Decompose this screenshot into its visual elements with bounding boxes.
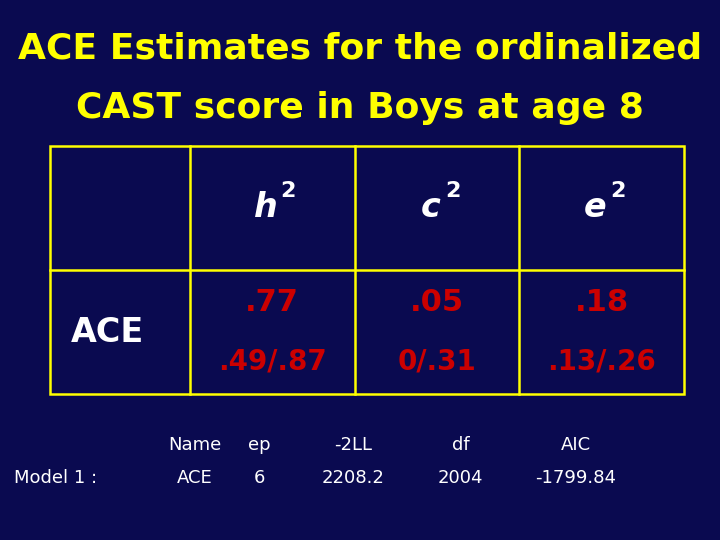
Text: df: df [452, 436, 469, 455]
Text: 0/.31: 0/.31 [397, 348, 476, 376]
Text: c: c [420, 191, 441, 225]
Text: ACE: ACE [176, 469, 212, 487]
Text: CAST score in Boys at age 8: CAST score in Boys at age 8 [76, 91, 644, 125]
Text: 2208.2: 2208.2 [321, 469, 384, 487]
Text: -2LL: -2LL [334, 436, 372, 455]
Text: 6: 6 [253, 469, 265, 487]
Text: h: h [254, 191, 278, 225]
Text: .05: .05 [410, 288, 464, 317]
Text: ACE Estimates for the ordinalized: ACE Estimates for the ordinalized [18, 32, 702, 65]
Text: e: e [584, 191, 607, 225]
Text: AIC: AIC [561, 436, 591, 455]
Bar [50, 146, 684, 394]
Text: ACE: ACE [71, 315, 145, 349]
Text: .77: .77 [246, 288, 299, 317]
Text: .13/.26: .13/.26 [547, 348, 656, 376]
Text: Model 1 :: Model 1 : [14, 469, 97, 487]
Text: 2004: 2004 [438, 469, 484, 487]
Text: ep: ep [248, 436, 271, 455]
Text: -1799.84: -1799.84 [536, 469, 616, 487]
Text: Name: Name [168, 436, 221, 455]
Text: .49/.87: .49/.87 [217, 348, 327, 376]
Text: 2: 2 [610, 180, 625, 201]
Text: 2: 2 [280, 180, 296, 201]
Text: 2: 2 [445, 180, 460, 201]
Text: .18: .18 [575, 288, 629, 317]
